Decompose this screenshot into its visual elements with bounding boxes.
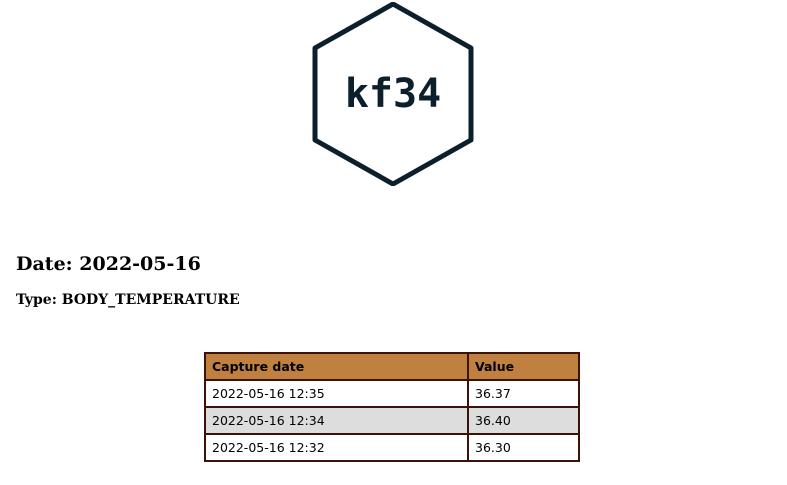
report-date-heading: Date: 2022-05-16 (16, 253, 201, 275)
table-header-row: Capture date Value (204, 352, 580, 381)
value-cell: 36.30 (467, 433, 580, 462)
capture-date-cell: 2022-05-16 12:35 (204, 379, 469, 408)
value-cell: 36.40 (467, 406, 580, 435)
logo: kf34 (312, 2, 474, 186)
capture-date-cell: 2022-05-16 12:32 (204, 433, 469, 462)
column-header-value: Value (467, 352, 580, 381)
value-cell: 36.37 (467, 379, 580, 408)
column-header-capture-date: Capture date (204, 352, 469, 381)
table-row: 2022-05-16 12:32 36.30 (204, 433, 580, 462)
table-row: 2022-05-16 12:35 36.37 (204, 379, 580, 408)
hexagon-logo-icon (312, 2, 474, 186)
report-type-heading: Type: BODY_TEMPERATURE (16, 292, 240, 308)
measurements-table: Capture date Value 2022-05-16 12:35 36.3… (204, 352, 580, 462)
capture-date-cell: 2022-05-16 12:34 (204, 406, 469, 435)
logo-text: kf34 (344, 71, 442, 117)
table-row: 2022-05-16 12:34 36.40 (204, 406, 580, 435)
